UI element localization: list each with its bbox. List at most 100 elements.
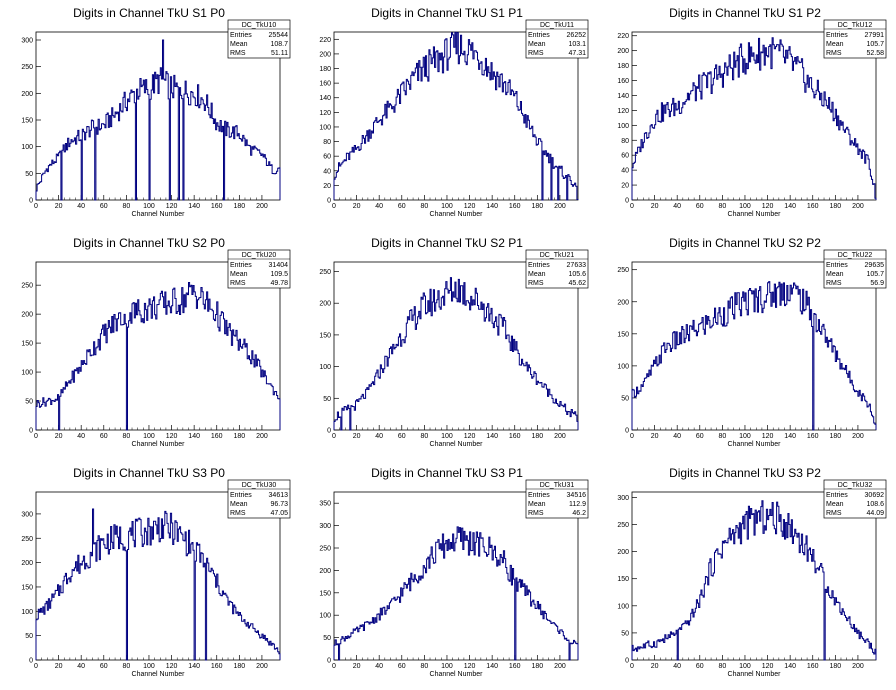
x-axis-label: Channel Number (430, 671, 484, 678)
x-tick-label: 80 (122, 203, 130, 210)
y-tick-label: 0 (327, 198, 331, 205)
x-tick-label: 140 (486, 203, 498, 210)
y-tick-label: 0 (327, 428, 331, 435)
stats-label: RMS (230, 280, 246, 287)
x-tick-label: 80 (420, 663, 428, 670)
x-axis-label: Channel Number (728, 211, 782, 218)
chart-svg-TkU32: Digits in Channel TkU S3 P2 0 20 40 60 80 100 1… (617, 466, 887, 678)
x-tick-label: 40 (77, 663, 85, 670)
stats-label: RMS (230, 50, 246, 57)
x-tick-label: 80 (718, 203, 726, 210)
stats-box (823, 19, 887, 59)
y-tick-label: 0 (625, 198, 629, 205)
x-tick-label: 60 (696, 203, 704, 210)
stats-value: 34613 (269, 492, 289, 499)
x-tick-label: 80 (122, 663, 130, 670)
stats-box (227, 19, 291, 59)
x-tick-label: 180 (233, 663, 245, 670)
stats-value: 46.2 (572, 510, 586, 517)
series-line (631, 37, 877, 200)
stats-name: DC_TkU22 (838, 252, 873, 259)
chart-svg-TkU31: Digits in Channel TkU S3 P1 0 20 40 60 80 100 1… (319, 466, 589, 678)
x-tick-label: 20 (55, 663, 63, 670)
x-tick-label: 20 (353, 433, 361, 440)
y-tick-label: 50 (25, 399, 33, 406)
x-tick-label: 160 (509, 663, 521, 670)
chart-title: Digits in Channel TkU S1 P2 (669, 6, 821, 20)
y-tick-label: 300 (617, 495, 629, 502)
y-tick-label: 0 (29, 658, 33, 665)
y-tick-label: 80 (323, 139, 331, 146)
stats-value: 96.73 (270, 501, 288, 508)
x-tick-label: 60 (398, 433, 406, 440)
x-tick-label: 80 (420, 203, 428, 210)
y-tick-label: 40 (323, 168, 331, 175)
stats-value: 52.58 (866, 50, 884, 57)
x-tick-label: 40 (77, 203, 85, 210)
y-tick-label: 250 (21, 536, 33, 543)
y-tick-label: 160 (319, 81, 331, 88)
y-tick-label: 200 (319, 51, 331, 58)
chart-svg-TkU20: Digits in Channel TkU S2 P0 0 20 40 60 80 100 1… (21, 236, 291, 448)
stats-value: 27633 (567, 262, 587, 269)
chart-panel-TkU10: Digits in Channel TkU S1 P0 0 20 40 60 80 100 1… (0, 0, 298, 230)
y-tick-label: 220 (617, 33, 629, 40)
y-tick-label: 200 (617, 549, 629, 556)
series-line (631, 500, 877, 661)
x-tick-label: 200 (852, 203, 864, 210)
x-tick-label: 140 (784, 203, 796, 210)
y-tick-label: 50 (25, 171, 33, 178)
plot-frame (333, 261, 579, 431)
y-tick-label: 180 (617, 63, 629, 70)
x-axis-label: Channel Number (430, 441, 484, 448)
y-tick-label: 0 (625, 428, 629, 435)
stats-name: DC_TkU30 (242, 482, 277, 489)
chart-title: Digits in Channel TkU S2 P2 (669, 236, 821, 250)
x-tick-label: 60 (100, 433, 108, 440)
y-tick-label: 250 (21, 64, 33, 71)
x-tick-label: 160 (211, 663, 223, 670)
stats-name: DC_TkU20 (242, 252, 277, 259)
x-tick-label: 180 (829, 433, 841, 440)
chart-title: Digits in Channel TkU S3 P2 (669, 466, 821, 480)
y-tick-label: 50 (621, 395, 629, 402)
y-tick-label: 140 (319, 95, 331, 102)
stats-value: 47.31 (568, 50, 586, 57)
x-tick-label: 120 (464, 203, 476, 210)
x-tick-label: 60 (100, 203, 108, 210)
chart-svg-TkU11: Digits in Channel TkU S1 P1 0 20 40 60 80 100 1… (319, 6, 589, 218)
y-tick-label: 250 (617, 522, 629, 529)
plot-frame (35, 261, 281, 431)
y-tick-label: 0 (327, 658, 331, 665)
y-tick-label: 180 (319, 66, 331, 73)
stats-label: RMS (826, 280, 842, 287)
chart-panel-TkU11: Digits in Channel TkU S1 P1 0 20 40 60 80 100 1… (298, 0, 596, 230)
y-tick-label: 150 (617, 576, 629, 583)
x-tick-label: 100 (441, 663, 453, 670)
stats-label: Entries (826, 492, 848, 499)
x-tick-label: 40 (673, 203, 681, 210)
stats-name: DC_TkU11 (540, 22, 574, 29)
stats-label: RMS (528, 50, 544, 57)
series-line (631, 281, 877, 431)
y-tick-label: 50 (323, 396, 331, 403)
y-tick-label: 140 (617, 93, 629, 100)
stats-label: Entries (230, 262, 252, 269)
stats-value: 51.11 (271, 50, 288, 57)
x-tick-label: 0 (332, 663, 336, 670)
x-tick-label: 20 (651, 433, 659, 440)
x-tick-label: 200 (554, 663, 566, 670)
stats-value: 105.6 (568, 271, 586, 278)
series-line (35, 39, 281, 201)
chart-panel-TkU32: Digits in Channel TkU S3 P2 0 20 40 60 80 100 1… (596, 460, 894, 690)
x-tick-label: 140 (784, 663, 796, 670)
x-tick-label: 20 (55, 433, 63, 440)
series-line (333, 31, 579, 201)
x-tick-label: 200 (256, 203, 268, 210)
stats-value: 109.5 (270, 271, 288, 278)
x-tick-label: 180 (233, 433, 245, 440)
x-tick-label: 140 (188, 203, 200, 210)
y-tick-label: 200 (21, 560, 33, 567)
x-tick-label: 200 (256, 433, 268, 440)
